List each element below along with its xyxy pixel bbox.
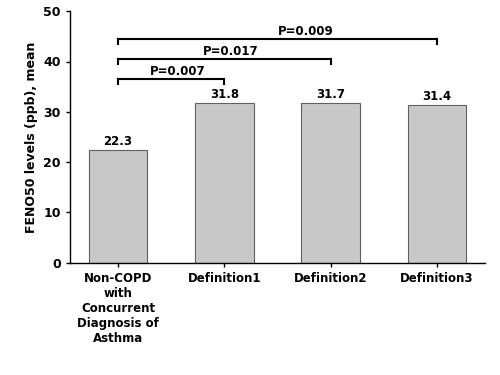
Bar [302,103,360,262]
Text: 31.8: 31.8 [210,88,239,101]
Text: 31.4: 31.4 [422,90,452,103]
Text: P=0.009: P=0.009 [278,25,333,38]
Bar [89,150,148,262]
Bar [408,105,466,262]
Y-axis label: FENO50 levels (ppb), mean: FENO50 levels (ppb), mean [25,41,38,232]
Text: 22.3: 22.3 [104,135,132,148]
Bar [195,103,254,262]
Text: P=0.017: P=0.017 [203,45,258,58]
Text: P=0.007: P=0.007 [150,65,206,78]
Text: 31.7: 31.7 [316,88,345,101]
